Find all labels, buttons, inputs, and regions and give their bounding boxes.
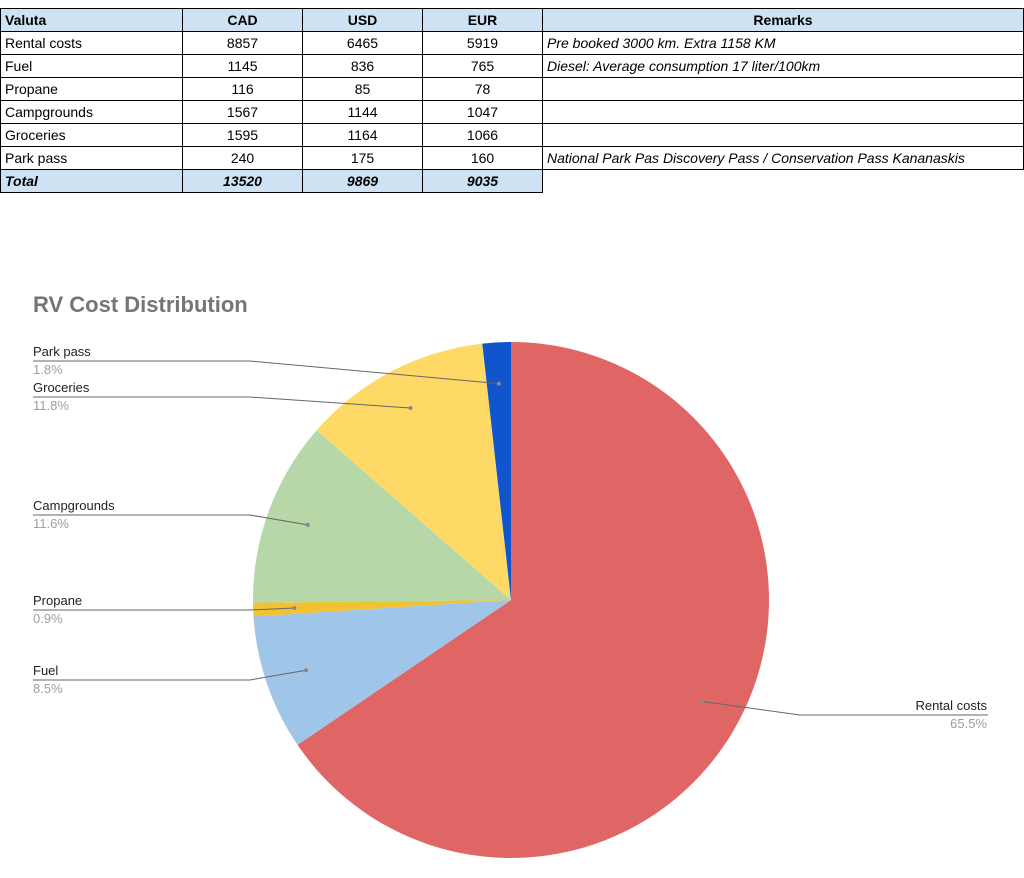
usd-value: 6465 [302, 31, 423, 55]
header-remarks: Remarks [542, 8, 1024, 32]
total-usd: 9869 [302, 169, 423, 193]
slice-percent-fuel: 8.5% [33, 681, 63, 696]
leader-line-park-pass [33, 360, 499, 385]
leader-line-groceries [33, 396, 411, 409]
eur-value: 5919 [422, 31, 543, 55]
slice-label-propane: Propane [33, 593, 83, 608]
total-eur: 9035 [422, 169, 543, 193]
cost-table: Valuta CAD USD EUR Remarks Rental costs … [0, 8, 1024, 193]
label-fuel: Fuel 8.5% [33, 662, 63, 698]
table-row: Campgrounds 1567 1144 1047 [0, 100, 1024, 124]
table-total-row: Total 13520 9869 9035 [0, 169, 1024, 193]
pie-slice-campgrounds [253, 430, 512, 603]
remarks-value: National Park Pas Discovery Pass / Conse… [542, 146, 1024, 170]
slice-percent-rental-costs: 65.5% [950, 716, 987, 731]
slice-label-campgrounds: Campgrounds [33, 498, 115, 513]
cad-value: 1145 [182, 54, 303, 78]
leader-line-propane [33, 607, 295, 611]
cad-value: 116 [182, 77, 303, 101]
pie-slice-fuel [253, 600, 511, 745]
pie-slice-groceries [316, 343, 511, 600]
label-rental-costs: Rental costs 65.5% [915, 697, 987, 733]
table-row: Park pass 240 175 160 National Park Pas … [0, 146, 1024, 170]
row-label: Groceries [0, 123, 183, 147]
usd-value: 836 [302, 54, 423, 78]
leader-dot-campgrounds [305, 522, 310, 527]
table-header-row: Valuta CAD USD EUR Remarks [0, 8, 1024, 32]
table-row: Fuel 1145 836 765 Diesel: Average consum… [0, 54, 1024, 78]
slice-percent-campgrounds: 11.6% [33, 516, 69, 531]
cad-value: 1567 [182, 100, 303, 124]
leader-dot-groceries [408, 405, 413, 410]
slice-percent-groceries: 11.8% [33, 398, 69, 413]
leader-line-rental-costs [702, 700, 988, 716]
usd-value: 175 [302, 146, 423, 170]
row-label: Campgrounds [0, 100, 183, 124]
remarks-value: Diesel: Average consumption 17 liter/100… [542, 54, 1024, 78]
header-valuta: Valuta [0, 8, 183, 32]
usd-value: 1144 [302, 100, 423, 124]
label-propane: Propane 0.9% [33, 592, 82, 628]
leader-line-campgrounds [33, 514, 308, 526]
slice-label-park-pass: Park pass [33, 344, 91, 359]
eur-value: 765 [422, 54, 543, 78]
slice-label-groceries: Groceries [33, 380, 90, 395]
header-eur: EUR [422, 8, 543, 32]
table-row: Groceries 1595 1164 1066 [0, 123, 1024, 147]
leader-line-fuel [33, 669, 307, 681]
usd-value: 85 [302, 77, 423, 101]
leader-dot-fuel [303, 668, 308, 673]
table-row: Rental costs 8857 6465 5919 Pre booked 3… [0, 31, 1024, 55]
leader-dot-rental-costs [700, 699, 705, 704]
leader-dot-propane [292, 606, 297, 611]
label-park-pass: Park pass 1.8% [33, 343, 91, 379]
leader-dot-park-pass [496, 381, 501, 386]
eur-value: 1047 [422, 100, 543, 124]
label-groceries: Groceries 11.8% [33, 379, 89, 415]
pie-slice-park-pass [482, 342, 511, 600]
usd-value: 1164 [302, 123, 423, 147]
total-label: Total [0, 169, 183, 193]
slice-percent-park-pass: 1.8% [33, 362, 63, 377]
slice-percent-propane: 0.9% [33, 611, 63, 626]
slice-label-rental-costs: Rental costs [915, 698, 987, 713]
label-campgrounds: Campgrounds 11.6% [33, 497, 115, 533]
pie-slice-rental-costs [297, 342, 769, 858]
slice-label-fuel: Fuel [33, 663, 59, 678]
pie-slice-propane [253, 600, 511, 617]
chart-title: RV Cost Distribution [33, 292, 248, 317]
total-cad: 13520 [182, 169, 303, 193]
